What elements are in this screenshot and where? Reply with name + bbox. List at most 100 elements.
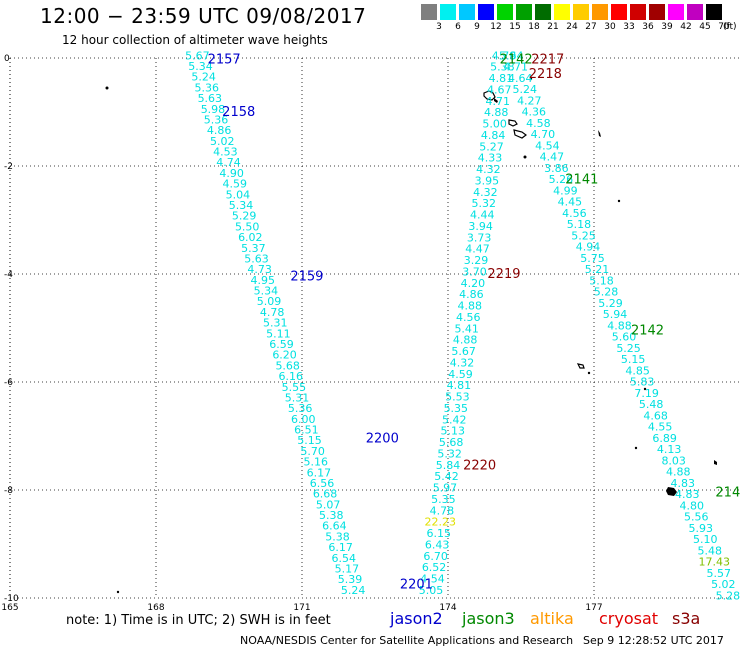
wave-height-value: 4.54 xyxy=(535,139,560,152)
wave-height-value: 7.19 xyxy=(634,387,659,400)
wave-height-value: 4.55 xyxy=(648,421,673,434)
wave-height-value: 5.63 xyxy=(244,252,269,265)
wave-height-value: 4.45 xyxy=(558,196,583,209)
wave-height-value: 5.11 xyxy=(266,327,291,340)
wave-height-value: 4.68 xyxy=(643,409,668,422)
wave-height-value: 5.93 xyxy=(689,522,714,535)
island-dot xyxy=(587,371,591,375)
wave-height-value: 8.03 xyxy=(661,454,686,467)
wave-height-value: 4.88 xyxy=(484,106,509,119)
pass-number-label: 214 xyxy=(715,486,740,501)
pass-number-label: 2157 xyxy=(208,53,241,68)
wave-height-value: 5.36 xyxy=(204,113,229,126)
scale-tick-label: 70 xyxy=(718,22,730,32)
pass-number-label: 2159 xyxy=(290,270,323,285)
wave-height-value: 5.83 xyxy=(630,376,655,389)
wave-height-value: 4.56 xyxy=(456,311,481,324)
pass-number-label: 2217 xyxy=(531,53,564,68)
wave-height-value: 6.54 xyxy=(332,552,357,565)
island-shape xyxy=(576,363,585,369)
scale-swatch xyxy=(516,4,532,20)
scale-swatch xyxy=(554,4,570,20)
wave-height-value: 4.71 xyxy=(486,95,511,108)
scale-tick-label: 9 xyxy=(474,22,480,32)
wave-height-value: 5.57 xyxy=(707,567,732,580)
wave-height-value: 4.59 xyxy=(448,368,473,381)
wave-height-value: 4.74 xyxy=(216,156,241,169)
pass-number-label: 2158 xyxy=(222,105,255,120)
wave-height-value: 5.97 xyxy=(433,482,458,495)
wave-height-value: 6.89 xyxy=(652,432,677,445)
wave-height-value: 5.36 xyxy=(194,81,219,94)
island-shape xyxy=(598,130,601,137)
scale-swatch xyxy=(592,4,608,20)
wave-height-value: 6.17 xyxy=(328,541,353,554)
scale-tick-label: 12 xyxy=(490,22,502,32)
scale-swatch xyxy=(687,4,703,20)
wave-height-value: 5.02 xyxy=(711,578,736,591)
wave-height-value: 5.18 xyxy=(589,274,614,287)
wave-height-value: 5.70 xyxy=(300,445,325,458)
island-shape xyxy=(483,90,496,101)
scale-tick-label: 6 xyxy=(455,22,461,32)
wave-height-value: 4.44 xyxy=(470,209,495,222)
chart-title: 12:00 − 23:59 UTC 09/08/2017 xyxy=(40,4,367,28)
wave-height-value: 5.29 xyxy=(232,210,257,223)
wave-height-value: 5.04 xyxy=(226,188,251,201)
pass-number-label: 2141 xyxy=(565,173,598,188)
wave-height-value: 4.27 xyxy=(517,94,542,107)
wave-height-value: 5.24 xyxy=(513,83,538,96)
wave-height-value: 4.54 xyxy=(420,573,445,586)
wave-height-value: 4.88 xyxy=(453,334,478,347)
wave-height-value: 4.53 xyxy=(213,146,238,159)
wave-height-value: 5.32 xyxy=(472,197,497,210)
wave-height-value: 4.95 xyxy=(251,274,276,287)
wave-height-value: 4.71 xyxy=(504,61,529,74)
wave-height-value: 4.86 xyxy=(207,124,232,137)
wave-height-value: 5.53 xyxy=(445,391,470,404)
wave-height-value: 5.18 xyxy=(567,218,592,231)
lat-tick-label: -6 xyxy=(4,378,13,388)
wave-height-value: 6.59 xyxy=(269,338,294,351)
wave-height-value: 5.38 xyxy=(490,61,515,74)
wave-height-value: 5.34 xyxy=(188,60,213,73)
scale-tick-label: 3 xyxy=(436,22,442,32)
island-shape xyxy=(494,98,498,103)
wave-height-value: 5.64 xyxy=(499,49,524,62)
wave-height-value: 3.86 xyxy=(544,162,569,175)
altimeter-tracks: 5.675.345.245.365.635.985.364.865.024.53… xyxy=(185,49,740,602)
wave-height-value: 5.02 xyxy=(210,135,235,148)
scale-tick-label: 42 xyxy=(680,22,692,32)
lat-lon-grid xyxy=(9,57,740,599)
wave-height-value: 5.48 xyxy=(698,544,723,557)
wave-height-value: 4.58 xyxy=(526,117,551,130)
wave-height-value: 5.55 xyxy=(282,381,307,394)
wave-height-value: 5.31 xyxy=(285,391,310,404)
wave-height-value: 4.67 xyxy=(487,83,512,96)
wave-height-value: 4.32 xyxy=(450,356,475,369)
wave-height-value: 6.00 xyxy=(291,413,316,426)
footnote: note: 1) Time is in UTC; 2) SWH is in fe… xyxy=(66,613,331,628)
wave-height-value: 5.13 xyxy=(440,425,465,438)
scale-swatch xyxy=(706,4,722,20)
wave-height-value: 4.20 xyxy=(461,277,486,290)
legend-altika: altika xyxy=(530,609,574,628)
scale-tick-label: 30 xyxy=(604,22,616,32)
legend-jason2: jason2 xyxy=(390,609,443,628)
wave-height-value: 6.02 xyxy=(238,231,263,244)
wave-height-value: 5.75 xyxy=(580,252,605,265)
wave-height-value: 5.17 xyxy=(335,563,360,576)
wave-height-value: 4.79 xyxy=(492,49,517,62)
scale-swatch xyxy=(440,4,456,20)
wave-height-value: 5.34 xyxy=(229,199,254,212)
wave-height-value: 17.43 xyxy=(699,556,731,569)
wave-height-value: 4.80 xyxy=(679,499,704,512)
wave-height-value: 4.83 xyxy=(675,488,700,501)
scale-swatch xyxy=(611,4,627,20)
wave-height-value: 5.41 xyxy=(454,322,479,335)
wave-height-value: 5.67 xyxy=(451,345,476,358)
wave-height-value: 5.38 xyxy=(319,509,344,522)
legend-s3a: s3a xyxy=(672,609,701,628)
island-dot xyxy=(523,155,527,159)
